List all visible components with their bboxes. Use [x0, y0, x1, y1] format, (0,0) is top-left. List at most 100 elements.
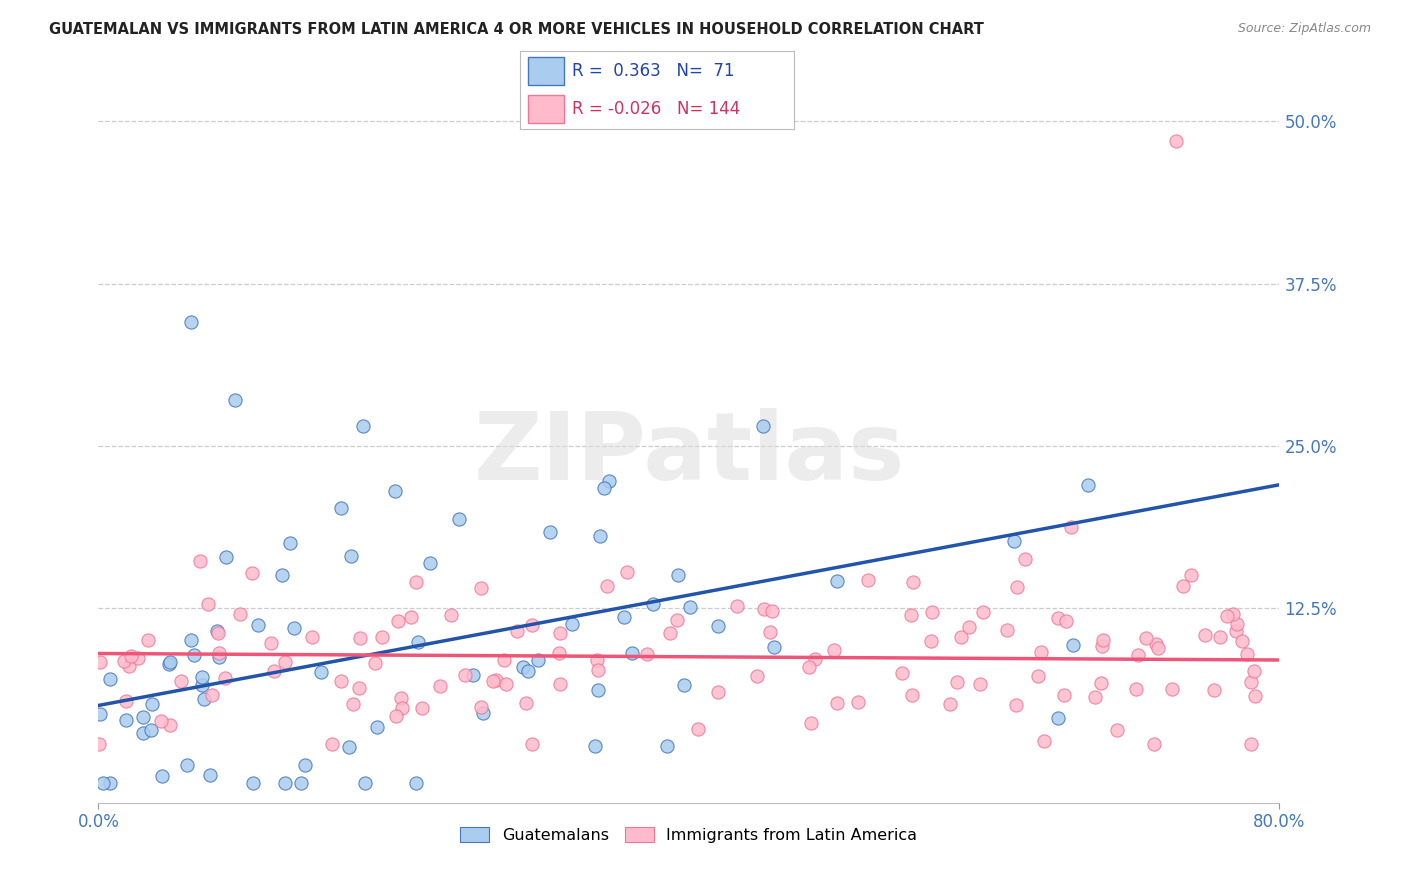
Point — [1026, 669, 1049, 683]
Point — [98, 672, 121, 686]
Point — [190, 553, 212, 567]
Point — [747, 668, 769, 682]
Point — [329, 501, 352, 516]
Point — [823, 642, 845, 657]
Point — [900, 608, 922, 623]
Point — [127, 651, 149, 665]
Point — [170, 673, 193, 688]
Point — [141, 698, 163, 712]
Point — [754, 601, 776, 615]
Point — [197, 598, 219, 612]
Point — [1240, 674, 1263, 689]
Point — [1135, 631, 1157, 645]
Text: ZIPatlas: ZIPatlas — [474, 408, 904, 500]
Point — [1128, 648, 1150, 662]
Point — [429, 679, 451, 693]
Point — [283, 621, 305, 635]
Point — [89, 707, 111, 722]
Point — [329, 674, 352, 689]
Point — [494, 652, 516, 666]
Point — [406, 635, 429, 649]
Point — [1202, 683, 1225, 698]
Point — [183, 648, 205, 662]
Point — [290, 776, 312, 790]
Point — [636, 648, 658, 662]
Point — [1029, 645, 1052, 659]
Point — [138, 633, 160, 648]
Point — [191, 678, 214, 692]
Point — [132, 710, 155, 724]
Point — [149, 714, 172, 729]
Point — [1091, 632, 1114, 647]
Text: R =  0.363   N=  71: R = 0.363 N= 71 — [572, 62, 735, 80]
Point — [1033, 734, 1056, 748]
Point — [1161, 681, 1184, 696]
Point — [180, 633, 202, 648]
Point — [1180, 568, 1202, 582]
Point — [411, 701, 433, 715]
Point — [707, 684, 730, 698]
Point — [214, 671, 236, 685]
Point — [672, 678, 695, 692]
Point — [470, 582, 492, 596]
Point — [439, 608, 461, 623]
Point — [461, 667, 484, 681]
Point — [586, 683, 609, 698]
Point — [846, 695, 869, 709]
Point — [890, 666, 912, 681]
Point — [131, 726, 153, 740]
Point — [1014, 552, 1036, 566]
Text: Source: ZipAtlas.com: Source: ZipAtlas.com — [1237, 22, 1371, 36]
Point — [589, 529, 612, 543]
Text: GUATEMALAN VS IMMIGRANTS FROM LATIN AMERICA 4 OR MORE VEHICLES IN HOUSEHOLD CORR: GUATEMALAN VS IMMIGRANTS FROM LATIN AMER… — [49, 22, 984, 37]
Point — [520, 618, 543, 632]
Point — [515, 696, 537, 710]
Point — [115, 694, 138, 708]
Point — [548, 646, 571, 660]
Point — [1240, 738, 1263, 752]
Point — [1090, 676, 1112, 690]
Point — [946, 675, 969, 690]
Point — [242, 566, 264, 581]
Point — [1046, 711, 1070, 725]
Point — [858, 573, 880, 587]
Point — [208, 649, 231, 664]
Point — [1243, 664, 1265, 678]
Point — [657, 739, 679, 753]
Point — [1144, 637, 1167, 651]
Point — [150, 769, 173, 783]
Point — [799, 660, 821, 674]
Point — [1062, 638, 1084, 652]
Point — [274, 776, 297, 790]
Point — [118, 659, 141, 673]
Point — [920, 634, 942, 648]
Point — [405, 776, 427, 790]
Legend: Guatemalans, Immigrants from Latin America: Guatemalans, Immigrants from Latin Ameri… — [454, 821, 924, 849]
Point — [1107, 723, 1129, 737]
Point — [470, 699, 492, 714]
Point — [1077, 478, 1099, 492]
Point — [349, 631, 371, 645]
Point — [588, 663, 610, 677]
Point — [340, 549, 363, 563]
FancyBboxPatch shape — [529, 95, 564, 123]
Point — [665, 613, 688, 627]
Point — [139, 723, 162, 737]
Point — [1209, 630, 1232, 644]
Point — [1232, 634, 1254, 648]
Point — [707, 619, 730, 633]
Point — [527, 653, 550, 667]
Point — [207, 646, 229, 660]
Point — [1194, 627, 1216, 641]
Point — [205, 624, 228, 638]
Point — [1143, 738, 1166, 752]
Point — [688, 722, 710, 736]
Point — [159, 655, 181, 669]
Point — [294, 758, 316, 772]
Point — [825, 697, 848, 711]
Point — [387, 614, 409, 628]
Point — [725, 599, 748, 613]
Point — [224, 393, 246, 408]
Point — [91, 776, 114, 790]
Point — [180, 316, 202, 330]
